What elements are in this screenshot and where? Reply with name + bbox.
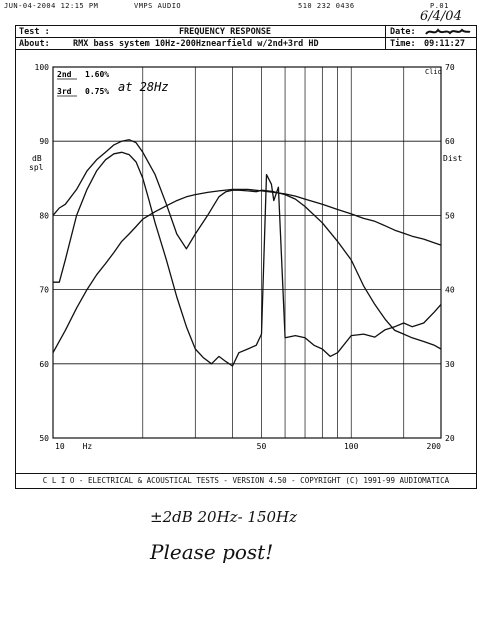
legend-2nd-label: 2nd — [57, 70, 72, 79]
series-line-response — [52, 188, 442, 354]
header-divider — [15, 37, 477, 38]
x-tick-label: Hz — [83, 442, 93, 451]
right-tick-label: 30 — [445, 360, 455, 369]
fax-phone: 510 232 0436 — [298, 2, 355, 10]
series-line-harmonic_upper — [52, 139, 442, 350]
clio-footer: C L I O - ELECTRICAL & ACOUSTICAL TESTS … — [15, 473, 477, 488]
note-line1: ±2dB 20Hz- 150Hz — [150, 508, 298, 526]
right-tick-label: 70 — [445, 63, 455, 72]
date-scribble — [425, 28, 471, 35]
x-axis-ticks: 10 Hz 50 100 200 — [55, 442, 441, 451]
series-line-harmonic_lower — [53, 151, 442, 367]
x-tick-label: 200 — [427, 442, 442, 451]
legend: 2nd 1.60% 3rd 0.75% at 28Hz — [57, 70, 169, 97]
legend-3rd-value: 0.75% — [85, 87, 109, 96]
clio-tag: Clio — [425, 68, 442, 76]
grid — [53, 66, 441, 439]
time-value: 09:11:27 — [424, 39, 465, 49]
about-label: About: — [19, 39, 50, 49]
test-label: Test : — [19, 27, 50, 37]
y-tick-label: 80 — [39, 211, 49, 220]
handwritten-date: 6/4/04 — [420, 9, 462, 24]
handwritten-annotation: at 28Hz — [118, 80, 169, 94]
right-tick-label: 60 — [445, 137, 455, 146]
y-tick-label: 90 — [39, 137, 49, 146]
about-text: RMX bass system 10Hz-200Hznearfield w/2n… — [73, 39, 319, 49]
legend-3rd-label: 3rd — [57, 87, 72, 96]
series-group — [52, 139, 442, 367]
y-axis-label-line1: dB — [32, 154, 42, 163]
fax-sender: VMPS AUDIO — [134, 2, 182, 10]
date-label: Date: — [390, 27, 416, 37]
time-label: Time: — [390, 39, 416, 49]
right-tick-label: 20 — [445, 434, 455, 443]
header-bottom-divider — [15, 49, 477, 50]
right-tick-label: 50 — [445, 211, 455, 220]
note-line2: Please post! — [150, 540, 274, 564]
chart-title: FREQUENCY RESPONSE — [178, 27, 272, 37]
x-tick-label: 10 — [55, 442, 65, 451]
left-axis-ticks: 100 90 80 70 60 50 — [35, 63, 50, 443]
right-tick-label: 40 — [445, 286, 455, 295]
y-tick-label: 100 — [35, 63, 50, 72]
y-axis-label-line2: spl — [29, 163, 44, 172]
right-axis-label: Dist — [443, 154, 462, 163]
plot-area — [52, 66, 442, 439]
y-tick-label: 60 — [39, 360, 49, 369]
fax-date-time: JUN-04-2004 12:15 PM — [4, 2, 99, 10]
fax-page: P.01 — [430, 2, 449, 10]
x-tick-label: 100 — [344, 442, 359, 451]
x-tick-label: 50 — [257, 442, 267, 451]
legend-2nd-value: 1.60% — [85, 70, 109, 79]
right-axis-ticks: 70 60 50 40 30 20 — [445, 63, 455, 443]
y-tick-label: 50 — [39, 434, 49, 443]
y-tick-label: 70 — [39, 286, 49, 295]
header-date-divider — [385, 25, 386, 49]
measurement-frame — [15, 25, 477, 489]
